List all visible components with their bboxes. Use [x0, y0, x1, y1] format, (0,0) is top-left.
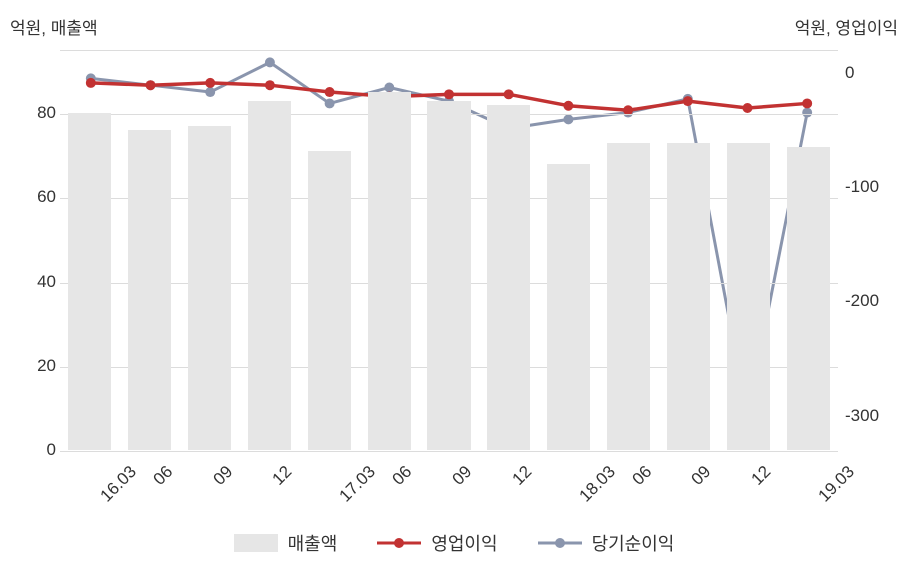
x-tick-label: 17.03	[336, 462, 380, 506]
x-tick-label: 06	[389, 462, 417, 490]
series-marker	[802, 108, 812, 118]
series-marker	[265, 80, 275, 90]
bar	[667, 143, 710, 450]
y-tick-left: 0	[11, 440, 56, 460]
left-axis-title: 억원, 매출액	[10, 14, 98, 39]
series-marker	[802, 98, 812, 108]
series-marker	[683, 96, 693, 106]
series-marker	[86, 78, 96, 88]
bar	[308, 151, 351, 450]
x-tick-label: 06	[149, 462, 177, 490]
series-marker	[205, 78, 215, 88]
combo-chart: 억원, 매출액 억원, 영업이익 매출액 영업이익 당기순이익 0 20 40 60 80 0…	[0, 0, 908, 580]
series-marker	[265, 57, 275, 67]
series-marker	[325, 87, 335, 97]
series-marker	[205, 87, 215, 97]
y-tick-right: 0	[845, 63, 900, 83]
bar	[248, 101, 291, 450]
series-marker	[742, 103, 752, 113]
legend-item: 당기순이익	[538, 530, 675, 556]
plot-area	[60, 50, 838, 450]
bar	[787, 147, 830, 450]
x-tick-label: 06	[628, 462, 656, 490]
x-tick-label: 09	[688, 462, 716, 490]
x-tick-label: 12	[748, 462, 776, 490]
series-marker	[146, 80, 156, 90]
legend-label: 영업이익	[431, 530, 497, 556]
legend-swatch	[538, 534, 582, 552]
legend-label: 매출액	[288, 530, 338, 556]
x-tick-label: 12	[269, 462, 297, 490]
bar	[368, 92, 411, 450]
x-tick-label: 09	[449, 462, 477, 490]
series-marker	[563, 114, 573, 124]
series-marker	[444, 89, 454, 99]
bar	[128, 130, 171, 450]
gridline	[60, 451, 838, 452]
series-marker	[325, 98, 335, 108]
y-tick-left: 60	[11, 187, 56, 207]
bar	[487, 105, 530, 450]
bar	[547, 164, 590, 450]
legend-item: 영업이익	[377, 530, 497, 556]
series-marker	[504, 89, 514, 99]
series-marker	[384, 82, 394, 92]
legend-swatch	[377, 534, 421, 552]
bar	[727, 143, 770, 450]
y-tick-left: 80	[11, 103, 56, 123]
y-tick-left: 40	[11, 272, 56, 292]
y-tick-right: -100	[845, 177, 900, 197]
x-tick-label: 19.03	[815, 462, 859, 506]
legend-swatch	[234, 534, 278, 552]
x-tick-label: 18.03	[575, 462, 619, 506]
bar	[68, 113, 111, 450]
y-tick-right: -300	[845, 406, 900, 426]
x-tick-label: 12	[508, 462, 536, 490]
x-tick-label: 16.03	[96, 462, 140, 506]
y-tick-right: -200	[845, 291, 900, 311]
legend-item: 매출액	[234, 530, 338, 556]
bar	[427, 101, 470, 450]
legend-label: 당기순이익	[592, 530, 675, 556]
y-tick-left: 20	[11, 356, 56, 376]
bar	[188, 126, 231, 450]
legend: 매출액 영업이익 당기순이익	[0, 530, 908, 556]
x-tick-label: 09	[209, 462, 237, 490]
bar	[607, 143, 650, 450]
right-axis-title: 억원, 영업이익	[795, 14, 898, 39]
series-marker	[563, 101, 573, 111]
